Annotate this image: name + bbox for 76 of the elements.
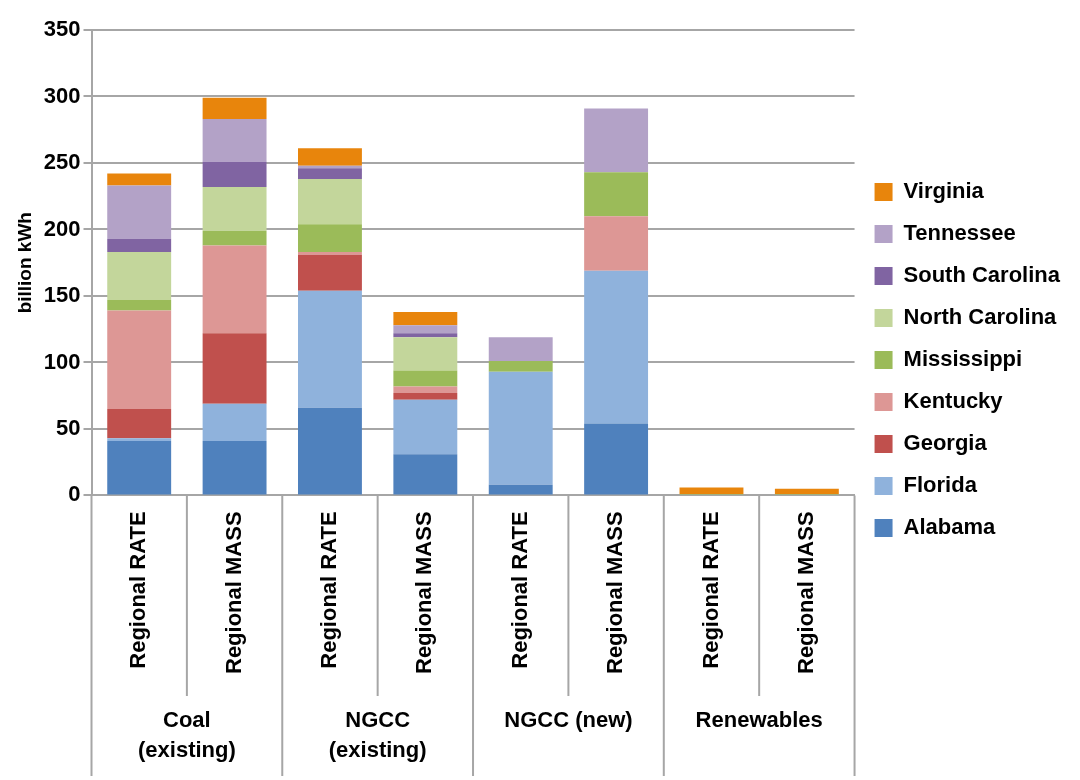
bar [298,178,362,225]
bar [584,172,649,217]
x-tick-label: Regional MASS [220,511,246,675]
text: Coal (existing) [137,707,236,763]
bar [107,238,172,253]
bar [488,361,553,372]
x-tick-label: Regional MASS [602,511,628,675]
text: Renewables [695,707,823,733]
bar [393,399,458,455]
bar [107,440,172,495]
bar [202,119,267,162]
x-tick-label: Regional RATE [697,511,723,669]
text: NGCC (new) [504,707,633,733]
bar [679,487,744,495]
legend-label: South Carolina [903,262,1061,288]
bar [202,97,267,120]
bar [298,148,362,166]
bar [393,370,458,387]
y-tick-label: 300 [43,82,81,108]
x-tick-label: Regional RATE [316,511,342,669]
legend-label: Virginia [903,178,985,204]
bar [202,333,267,404]
bar [202,230,267,246]
bar [584,270,649,424]
bar [393,333,458,338]
y-tick-label: 150 [43,282,81,308]
bar [393,311,458,326]
bar [298,290,362,408]
bar [202,403,267,441]
bar [393,393,458,400]
y-tick-label: 100 [43,348,81,374]
bar [107,185,172,239]
bar [393,386,458,394]
bar [584,423,649,495]
y-tick-label: 0 [68,481,81,507]
y-axis-title: billion kWh [13,212,35,314]
bar [202,161,267,187]
legend-label: North Carolina [903,304,1058,330]
y-tick-label: 350 [43,16,81,42]
legend-label: Alabama [903,514,997,540]
bar [393,337,458,371]
bar [107,438,172,441]
bar [393,325,458,334]
x-tick-label: Regional MASS [792,511,818,675]
bar [488,337,553,362]
bar [107,173,172,186]
bar [774,488,839,495]
legend-label: Florida [903,472,978,498]
y-tick-label: 200 [43,215,81,241]
bar [107,408,172,439]
x-tick-label: Regional RATE [125,511,151,669]
bar [298,254,362,291]
y-tick-label: 50 [56,415,81,440]
bar [202,440,267,495]
x-tick-label: Regional MASS [411,511,437,675]
bar [393,454,458,495]
bar [488,371,553,485]
bar [202,245,267,334]
bar [488,484,553,495]
bar [107,252,172,300]
bar [298,224,362,253]
x-tick-label: Regional RATE [506,511,532,669]
y-tick-label: 250 [43,149,81,175]
text: NGCC (existing) [328,707,427,763]
bar [202,186,267,231]
bar [107,310,172,409]
bar [298,407,362,495]
bar [298,168,362,179]
legend-label: Mississippi [903,346,1023,372]
legend-label: Georgia [903,430,988,456]
legend-label: Tennessee [903,220,1016,246]
bar [107,299,172,311]
bar [584,108,649,173]
legend-label: Kentucky [903,388,1004,414]
bar [584,216,649,271]
bar [298,252,362,255]
